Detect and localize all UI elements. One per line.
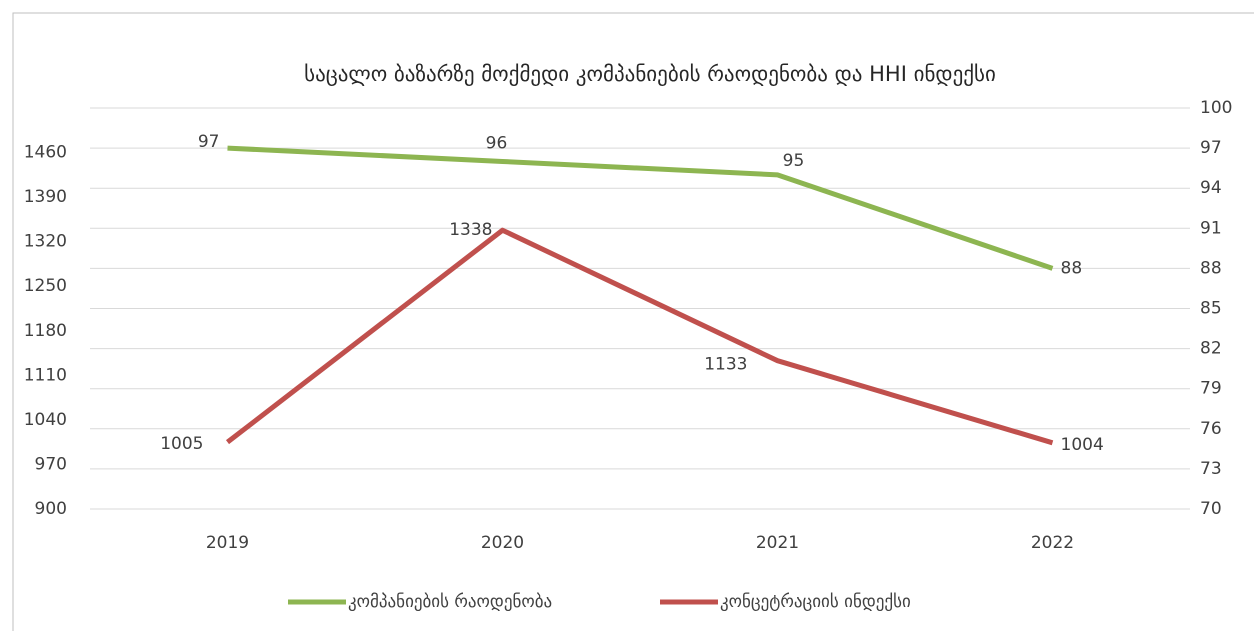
- data-label: 1004: [1061, 435, 1104, 455]
- y2-tick-label: 100: [1200, 98, 1232, 118]
- data-label: 88: [1061, 258, 1083, 278]
- chart-title: საცალო ბაზარზე მოქმედი კომპანიების რაოდე…: [304, 62, 996, 86]
- y2-tick-label: 79: [1200, 379, 1222, 399]
- data-label: 95: [783, 151, 805, 171]
- y2-tick-label: 88: [1200, 258, 1222, 278]
- y2-tick-label: 82: [1200, 339, 1222, 359]
- data-label: 97: [198, 132, 220, 152]
- y2-tick-label: 70: [1200, 499, 1222, 519]
- y-tick-label: 1250: [24, 276, 67, 296]
- y2-tick-label: 91: [1200, 218, 1222, 238]
- x-tick-label: 2020: [481, 533, 524, 553]
- y2-tick-label: 94: [1200, 178, 1222, 198]
- x-tick-label: 2021: [756, 533, 799, 553]
- legend-label: კომპანიების რაოდენობა: [348, 592, 552, 612]
- y2-tick-label: 73: [1200, 459, 1222, 479]
- y-tick-label: 1390: [24, 187, 67, 207]
- y-tick-label: 1460: [24, 143, 67, 163]
- data-label: 1133: [704, 355, 747, 375]
- y-tick-label: 1040: [24, 410, 67, 430]
- y2-tick-label: 97: [1200, 138, 1222, 158]
- chart-frame: [12, 12, 1254, 631]
- y-tick-label: 1320: [24, 232, 67, 252]
- data-label: 96: [486, 133, 508, 153]
- y2-tick-label: 76: [1200, 419, 1222, 439]
- data-label: 1338: [449, 220, 492, 240]
- x-tick-label: 2022: [1031, 533, 1074, 553]
- data-label: 1005: [160, 434, 203, 454]
- y-tick-label: 900: [35, 499, 67, 519]
- line: [225, 227, 1054, 446]
- y2-tick-label: 85: [1200, 299, 1222, 319]
- y-tick-label: 1180: [24, 321, 67, 341]
- y-tick-label: 1110: [24, 365, 67, 385]
- x-tick-label: 2019: [206, 533, 249, 553]
- legend-label: კონცეტრაციის ინდექსი: [720, 592, 911, 612]
- y-tick-label: 970: [35, 454, 67, 474]
- line: [227, 145, 1054, 271]
